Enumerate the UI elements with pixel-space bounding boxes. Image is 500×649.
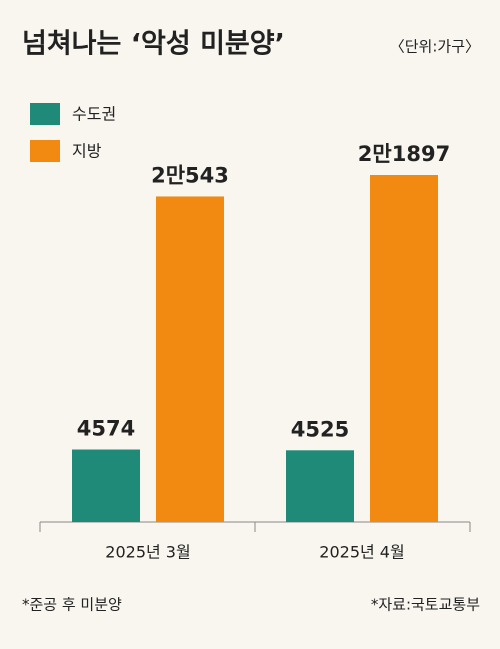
bar <box>156 196 224 522</box>
legend-label: 지방 <box>72 142 102 161</box>
unit-note: 〈단위:가구〉 <box>390 38 480 56</box>
legend-label: 수도권 <box>72 105 116 124</box>
bar <box>72 449 140 522</box>
source: *자료:국토교통부 <box>371 596 480 614</box>
footnote: *준공 후 미분양 <box>22 596 122 614</box>
x-tick-label: 2025년 3월 <box>105 543 190 562</box>
legend-swatch <box>30 140 60 162</box>
value-label: 2만1897 <box>358 142 450 166</box>
value-label: 2만543 <box>151 163 229 187</box>
legend-swatch <box>30 103 60 125</box>
bar <box>370 175 438 522</box>
value-label: 4525 <box>291 417 349 441</box>
x-tick-label: 2025년 4월 <box>319 543 404 562</box>
bar <box>286 450 354 522</box>
value-label: 4574 <box>77 417 135 441</box>
chart-title: 넘쳐나는 ‘악성 미분양’ <box>22 29 285 60</box>
